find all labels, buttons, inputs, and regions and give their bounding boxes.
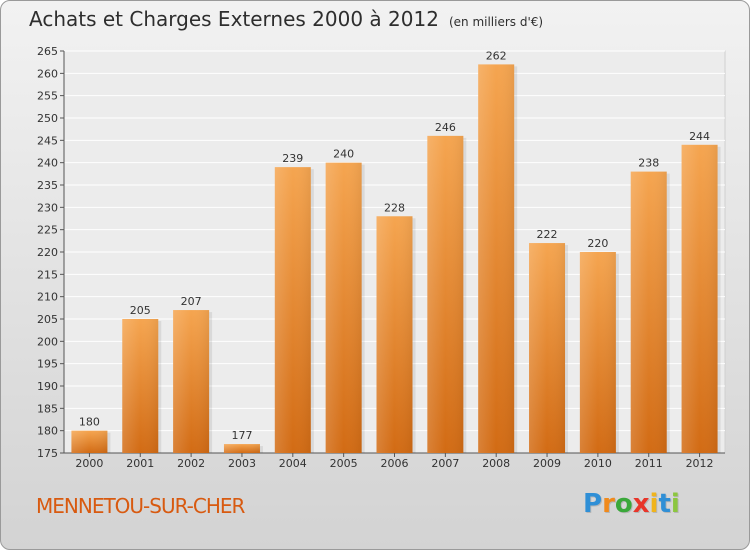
y-tick-label: 200 [37,335,58,348]
bar-highlight [478,64,515,454]
data-label-2003: 177 [231,429,252,442]
data-labels: 180 205 207 177 239 240 228 246 262 222 220 238 244 [79,49,710,442]
x-tick-label-2009: 2009 [533,457,561,470]
bar-highlight [579,252,616,453]
bar-highlight [376,216,413,453]
x-tick-label-2011: 2011 [635,457,663,470]
x-tick-label-2002: 2002 [177,457,205,470]
y-tick-label: 210 [37,291,58,304]
y-tick-label: 240 [37,157,58,170]
logo-letter: i [670,489,680,519]
chart-subtitle: (en milliers d'€) [448,15,544,29]
bar-highlight [325,162,362,453]
chart-title: Achats et Charges Externes 2000 à 2012 (e… [29,7,543,31]
y-tick-label: 195 [37,358,58,371]
bar-highlight [274,167,311,453]
x-axis-ticks: 2000 2001 2002 2003 2004 2005 2006 2007 2008 2009… [75,453,714,470]
bar-highlight [223,444,260,453]
bar-highlight [122,319,159,453]
data-label-2009: 222 [537,228,558,241]
x-tick-label-2012: 2012 [686,457,714,470]
y-tick-label: 225 [37,224,58,237]
x-tick-label-2001: 2001 [126,457,154,470]
logo-letter: t [658,489,671,519]
bar-highlight [173,310,210,453]
data-label-2002: 207 [181,295,202,308]
y-tick-label: 190 [37,380,58,393]
y-tick-label: 265 [37,45,58,58]
y-tick-label: 230 [37,201,58,214]
y-tick-label: 250 [37,112,58,125]
x-tick-label-2007: 2007 [431,457,459,470]
bars [71,64,721,454]
logo-letter: r [602,489,615,519]
logo-letter: P [583,489,603,519]
x-tick-label-2004: 2004 [279,457,307,470]
y-tick-label: 205 [37,313,58,326]
bar-highlight [529,243,566,453]
data-label-2012: 244 [689,130,710,143]
logo-letter: o [614,489,633,519]
y-tick-label: 245 [37,134,58,147]
y-tick-label: 220 [37,246,58,259]
x-tick-label-2008: 2008 [482,457,510,470]
data-label-2004: 239 [282,152,303,165]
x-tick-label-2005: 2005 [330,457,358,470]
chart-title-text: Achats et Charges Externes 2000 à 2012 [29,7,439,31]
data-label-2000: 180 [79,416,100,429]
data-label-2010: 220 [587,237,608,250]
proxiti-logo: Proxiti [583,489,680,519]
bar-highlight [71,430,108,453]
bar-highlight [630,171,667,453]
data-label-2005: 240 [333,148,354,161]
x-tick-label-2006: 2006 [381,457,409,470]
x-tick-label-2003: 2003 [228,457,256,470]
data-label-2007: 246 [435,121,456,134]
data-label-2008: 262 [486,49,507,62]
x-tick-label-2000: 2000 [75,457,103,470]
y-tick-label: 175 [37,447,58,460]
y-tick-label: 260 [37,67,58,80]
logo-letter: i [649,489,659,519]
y-tick-label: 235 [37,179,58,192]
data-label-2011: 238 [638,157,659,170]
town-name: MENNETOU-SUR-CHER [36,494,245,518]
data-label-2006: 228 [384,201,405,214]
y-tick-label: 255 [37,90,58,103]
y-tick-label: 185 [37,402,58,415]
y-tick-label: 215 [37,268,58,281]
logo-letter: x [632,489,650,519]
y-tick-label: 180 [37,425,58,438]
x-tick-label-2010: 2010 [584,457,612,470]
bar-highlight [681,144,718,454]
bar-highlight [427,135,464,453]
data-label-2001: 205 [130,304,151,317]
